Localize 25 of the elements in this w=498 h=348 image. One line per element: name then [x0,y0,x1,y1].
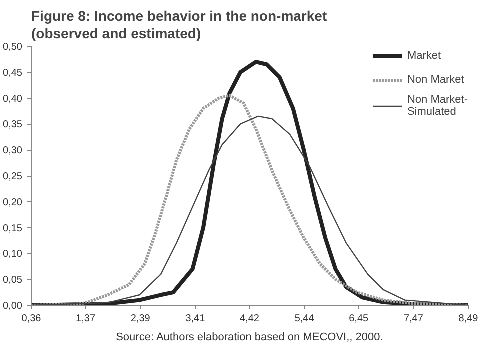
source-note: Source: Authors elaboration based on MECOVI,, 2000. [116,332,384,344]
legend-label: Non Market [407,74,464,86]
x-tick-label: 7,47 [404,314,424,324]
y-tick-label: 0,10 [3,249,23,260]
x-tick-label: 8,49 [458,314,479,324]
y-tick-label: 0,45 [3,68,23,79]
y-tick-label: 0,15 [3,223,23,234]
y-tick-label: 0,25 [3,172,23,182]
x-tick-label: 4,42 [240,314,260,324]
y-tick-label: 0,50 [3,42,23,53]
x-tick-label: 3,41 [186,314,206,324]
y-tick-label: 0,05 [3,275,23,286]
x-tick-label: 6,45 [349,314,370,324]
y-tick-label: 0,20 [3,197,23,208]
x-tick-label: 0,36 [22,314,42,324]
legend-label: Market [407,50,442,62]
chart-title: Figure 8: Income behavior in the non-market (observed and estimated) [32,8,328,42]
y-tick-label: 0,35 [3,120,23,131]
x-tick-label: 2,39 [130,314,151,324]
y-tick-label: 0,00 [3,301,23,312]
x-tick-label: 1,37 [76,314,96,324]
x-tick-label: 5,44 [294,314,315,324]
y-tick-label: 0,40 [3,94,23,105]
y-tick-label: 0,30 [3,146,23,157]
legend-label: Non Market- Simulated [407,94,468,118]
